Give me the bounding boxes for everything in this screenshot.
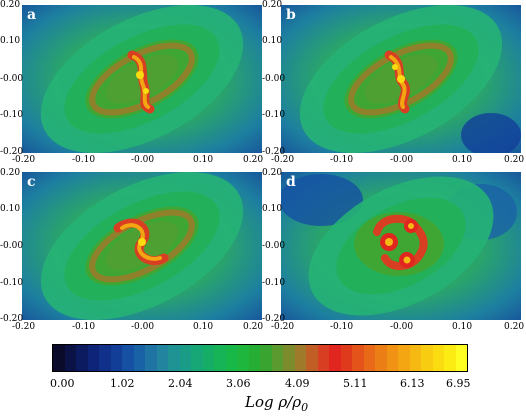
colorbar-swatch — [65, 345, 77, 371]
x-tick: 0.10 — [193, 322, 213, 332]
colorbar-swatch — [53, 345, 65, 371]
density-map-c — [22, 172, 262, 320]
y-tick: -0.10 — [0, 110, 23, 120]
colorbar-swatch — [295, 345, 307, 371]
colorbar-swatch — [214, 345, 226, 371]
colorbar-swatch — [180, 345, 192, 371]
colorbar-swatch — [410, 345, 422, 371]
density-map-b — [281, 5, 521, 153]
x-tick: 0.10 — [452, 322, 472, 332]
x-tick: 0.20 — [243, 155, 263, 165]
x-tick: -0.10 — [72, 322, 95, 332]
density-panel-c: c — [22, 172, 262, 320]
colorbar-swatch — [88, 345, 100, 371]
colorbar-swatch — [341, 345, 353, 371]
colorbar-swatch — [99, 345, 111, 371]
y-tick: -0.00 — [262, 74, 285, 84]
colorbar-swatch — [444, 345, 456, 371]
density-panel-b: b — [281, 5, 521, 153]
colorbar-tick: 6.95 — [446, 377, 471, 390]
x-tick: 0.10 — [452, 155, 472, 165]
y-tick: 0.10 — [0, 36, 20, 46]
colorbar-tick: 5.11 — [343, 377, 368, 390]
y-tick: -0.00 — [262, 241, 285, 251]
colorbar-swatch — [329, 345, 341, 371]
colorbar-tick: 1.02 — [110, 377, 135, 390]
density-panel-d: d — [281, 172, 521, 320]
colorbar-swatch — [375, 345, 387, 371]
colorbar-tick: 0.00 — [50, 377, 75, 390]
colorbar-swatch — [433, 345, 445, 371]
colorbar-title: Log ρ/ρ0 — [245, 393, 308, 414]
colorbar-tick: 6.13 — [400, 377, 425, 390]
colorbar-swatch — [122, 345, 134, 371]
x-tick: -0.00 — [131, 322, 154, 332]
y-tick: 0.20 — [262, 0, 282, 10]
y-tick: 0.20 — [262, 168, 282, 178]
colorbar-swatch — [387, 345, 399, 371]
colorbar-swatch — [203, 345, 215, 371]
y-tick: 0.10 — [262, 204, 282, 214]
colorbar-tick: 2.04 — [168, 377, 193, 390]
colorbar-swatch — [168, 345, 180, 371]
x-tick: -0.10 — [330, 322, 353, 332]
colorbar-swatch — [237, 345, 249, 371]
colorbar-swatch — [76, 345, 88, 371]
density-panel-a: a — [22, 5, 262, 153]
colorbar-swatch — [306, 345, 318, 371]
colorbar-swatch — [260, 345, 272, 371]
colorbar-swatch — [111, 345, 123, 371]
colorbar-swatch — [157, 345, 169, 371]
y-tick: 0.20 — [0, 0, 20, 10]
colorbar-swatch — [272, 345, 284, 371]
x-tick: -0.00 — [390, 155, 413, 165]
y-tick: -0.00 — [0, 74, 23, 84]
x-tick: 0.10 — [193, 155, 213, 165]
colorbar-swatch — [352, 345, 364, 371]
colorbar-swatch — [226, 345, 238, 371]
y-tick: -0.10 — [262, 278, 285, 288]
colorbar-swatch — [456, 345, 468, 371]
colorbar-swatch — [191, 345, 203, 371]
x-tick: -0.20 — [12, 322, 35, 332]
panel-label-b: b — [286, 7, 296, 23]
y-tick: -0.10 — [262, 110, 285, 120]
x-tick: -0.10 — [330, 155, 353, 165]
colorbar-swatch — [421, 345, 433, 371]
x-tick: -0.20 — [271, 322, 294, 332]
colorbar — [52, 344, 468, 372]
density-map-a — [22, 5, 262, 153]
x-tick: 0.20 — [243, 322, 263, 332]
colorbar-swatch — [249, 345, 261, 371]
colorbar-swatch — [283, 345, 295, 371]
colorbar-tick: 4.09 — [285, 377, 310, 390]
colorbar-swatch — [364, 345, 376, 371]
density-map-d — [281, 172, 521, 320]
y-tick: -0.10 — [0, 278, 23, 288]
colorbar-swatch — [134, 345, 146, 371]
x-tick: 0.20 — [504, 322, 524, 332]
x-tick: 0.20 — [504, 155, 524, 165]
x-tick: -0.20 — [271, 155, 294, 165]
colorbar-swatch — [318, 345, 330, 371]
panel-label-a: a — [27, 7, 36, 23]
x-tick: -0.00 — [390, 322, 413, 332]
y-tick: 0.10 — [262, 36, 282, 46]
y-tick: -0.00 — [0, 241, 23, 251]
y-tick: 0.10 — [0, 204, 20, 214]
colorbar-tick: 3.06 — [226, 377, 251, 390]
y-tick: 0.20 — [0, 168, 20, 178]
panel-label-d: d — [286, 174, 296, 190]
panel-label-c: c — [27, 174, 36, 190]
colorbar-swatch — [145, 345, 157, 371]
x-tick: -0.10 — [72, 155, 95, 165]
x-tick: -0.20 — [12, 155, 35, 165]
colorbar-swatch — [398, 345, 410, 371]
x-tick: -0.00 — [131, 155, 154, 165]
